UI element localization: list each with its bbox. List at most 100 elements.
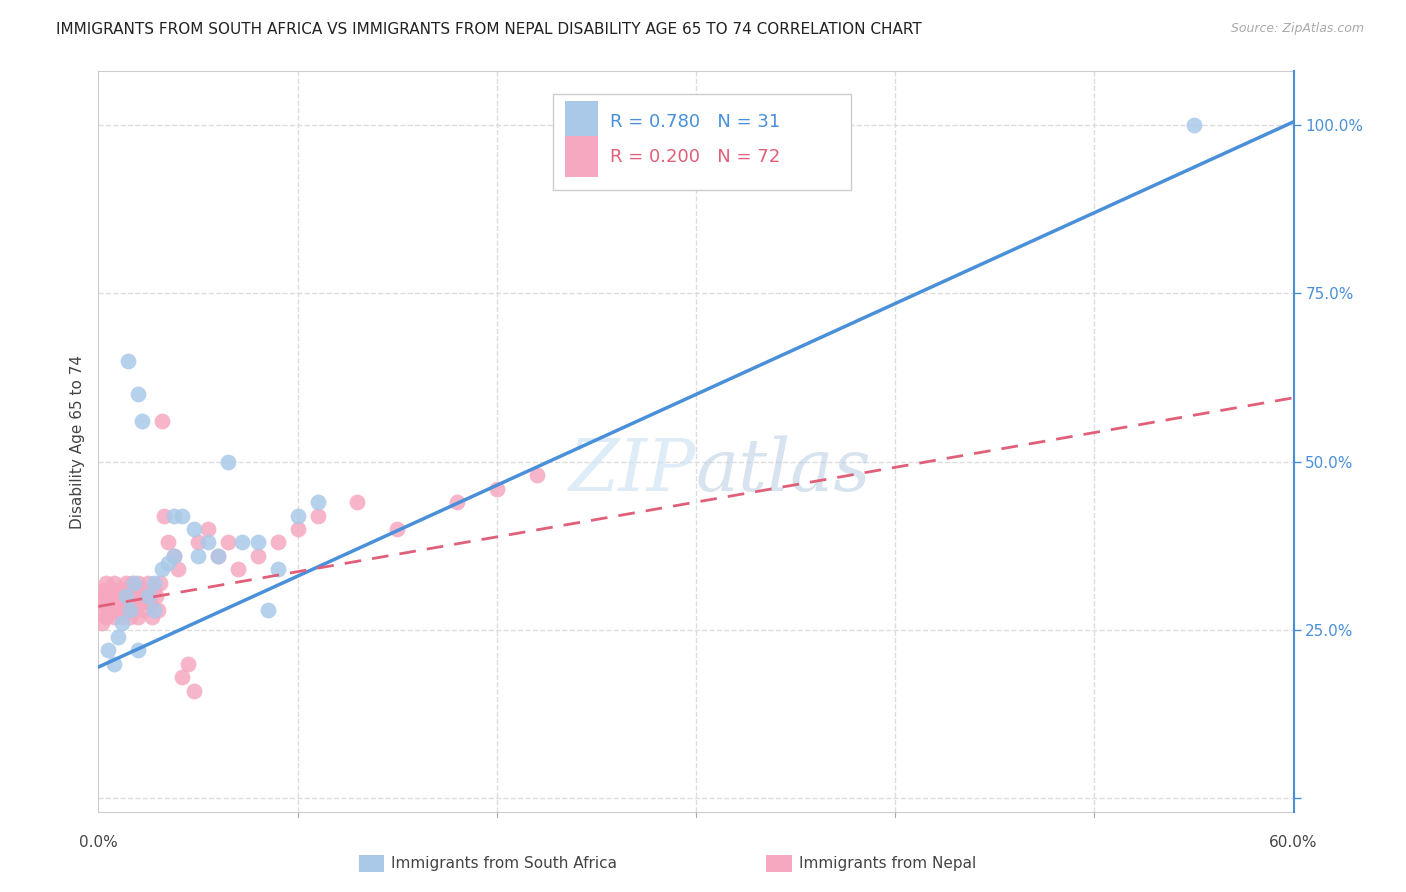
Point bbox=[100, 582, 122, 597]
Point bbox=[136, 575, 159, 590]
Point bbox=[135, 590, 157, 604]
Point bbox=[125, 590, 148, 604]
Point bbox=[287, 522, 309, 536]
Point bbox=[267, 535, 290, 549]
Point bbox=[127, 387, 149, 401]
Point bbox=[101, 590, 124, 604]
Text: R = 0.200   N = 72: R = 0.200 N = 72 bbox=[610, 147, 780, 166]
FancyBboxPatch shape bbox=[553, 94, 852, 190]
Point bbox=[207, 549, 229, 563]
Point bbox=[96, 609, 118, 624]
Point bbox=[526, 468, 548, 483]
Point bbox=[120, 609, 142, 624]
Point bbox=[121, 575, 143, 590]
Point bbox=[107, 590, 129, 604]
Point bbox=[111, 603, 134, 617]
Point bbox=[112, 596, 135, 610]
Point bbox=[446, 495, 468, 509]
Point bbox=[149, 575, 172, 590]
Point bbox=[124, 603, 146, 617]
Point bbox=[96, 575, 118, 590]
Point bbox=[97, 603, 120, 617]
Y-axis label: Disability Age 65 to 74: Disability Age 65 to 74 bbox=[69, 354, 84, 529]
Point bbox=[91, 590, 114, 604]
Point bbox=[172, 670, 194, 684]
Point bbox=[115, 590, 138, 604]
Point bbox=[115, 590, 138, 604]
Point bbox=[103, 657, 125, 671]
Point bbox=[172, 508, 194, 523]
Point bbox=[143, 603, 166, 617]
Point bbox=[177, 657, 200, 671]
Point bbox=[148, 603, 170, 617]
Text: R = 0.780   N = 31: R = 0.780 N = 31 bbox=[610, 112, 780, 131]
Point bbox=[131, 582, 153, 597]
Point bbox=[103, 575, 125, 590]
FancyBboxPatch shape bbox=[565, 136, 598, 177]
Point bbox=[124, 582, 146, 597]
Point bbox=[91, 616, 114, 631]
Point bbox=[97, 590, 120, 604]
Point bbox=[117, 603, 139, 617]
Point bbox=[117, 596, 139, 610]
Point bbox=[197, 522, 219, 536]
Point bbox=[117, 353, 139, 368]
Point bbox=[246, 549, 269, 563]
Point bbox=[187, 535, 209, 549]
Point bbox=[150, 414, 173, 428]
Point bbox=[110, 596, 132, 610]
Point bbox=[485, 482, 508, 496]
Point bbox=[187, 549, 209, 563]
Point bbox=[120, 603, 142, 617]
Point bbox=[163, 549, 186, 563]
Point bbox=[163, 508, 186, 523]
Point bbox=[131, 414, 153, 428]
Point bbox=[121, 590, 143, 604]
Point bbox=[89, 603, 111, 617]
Point bbox=[1182, 118, 1205, 132]
Point bbox=[267, 562, 290, 576]
Point bbox=[157, 535, 180, 549]
Text: Immigrants from Nepal: Immigrants from Nepal bbox=[799, 856, 976, 871]
Point bbox=[143, 575, 166, 590]
Point bbox=[127, 609, 149, 624]
Point bbox=[217, 535, 239, 549]
Point bbox=[157, 556, 180, 570]
Point bbox=[226, 562, 249, 576]
Point bbox=[111, 609, 134, 624]
Point bbox=[101, 603, 124, 617]
Point bbox=[385, 522, 409, 536]
Point bbox=[167, 562, 190, 576]
Point bbox=[139, 596, 162, 610]
Text: atlas: atlas bbox=[696, 436, 872, 507]
Point bbox=[145, 590, 167, 604]
Text: 0.0%: 0.0% bbox=[79, 835, 118, 850]
Point bbox=[124, 575, 146, 590]
Point bbox=[307, 495, 329, 509]
Point bbox=[115, 575, 138, 590]
Point bbox=[93, 582, 115, 597]
Point bbox=[100, 596, 122, 610]
Point bbox=[97, 643, 120, 657]
Point bbox=[183, 522, 205, 536]
Point bbox=[112, 582, 135, 597]
Point bbox=[125, 596, 148, 610]
Point bbox=[105, 582, 128, 597]
Text: Source: ZipAtlas.com: Source: ZipAtlas.com bbox=[1230, 22, 1364, 36]
Point bbox=[120, 582, 142, 597]
Point bbox=[150, 562, 173, 576]
Point bbox=[163, 549, 186, 563]
Point bbox=[256, 603, 278, 617]
Point bbox=[207, 549, 229, 563]
FancyBboxPatch shape bbox=[565, 102, 598, 142]
Point bbox=[105, 596, 128, 610]
Point bbox=[231, 535, 253, 549]
Text: ZIP: ZIP bbox=[568, 436, 696, 507]
Point bbox=[107, 630, 129, 644]
Point bbox=[143, 582, 166, 597]
Point bbox=[93, 596, 115, 610]
Point bbox=[136, 590, 159, 604]
Point bbox=[134, 603, 156, 617]
Point bbox=[183, 683, 205, 698]
Point bbox=[111, 616, 134, 631]
